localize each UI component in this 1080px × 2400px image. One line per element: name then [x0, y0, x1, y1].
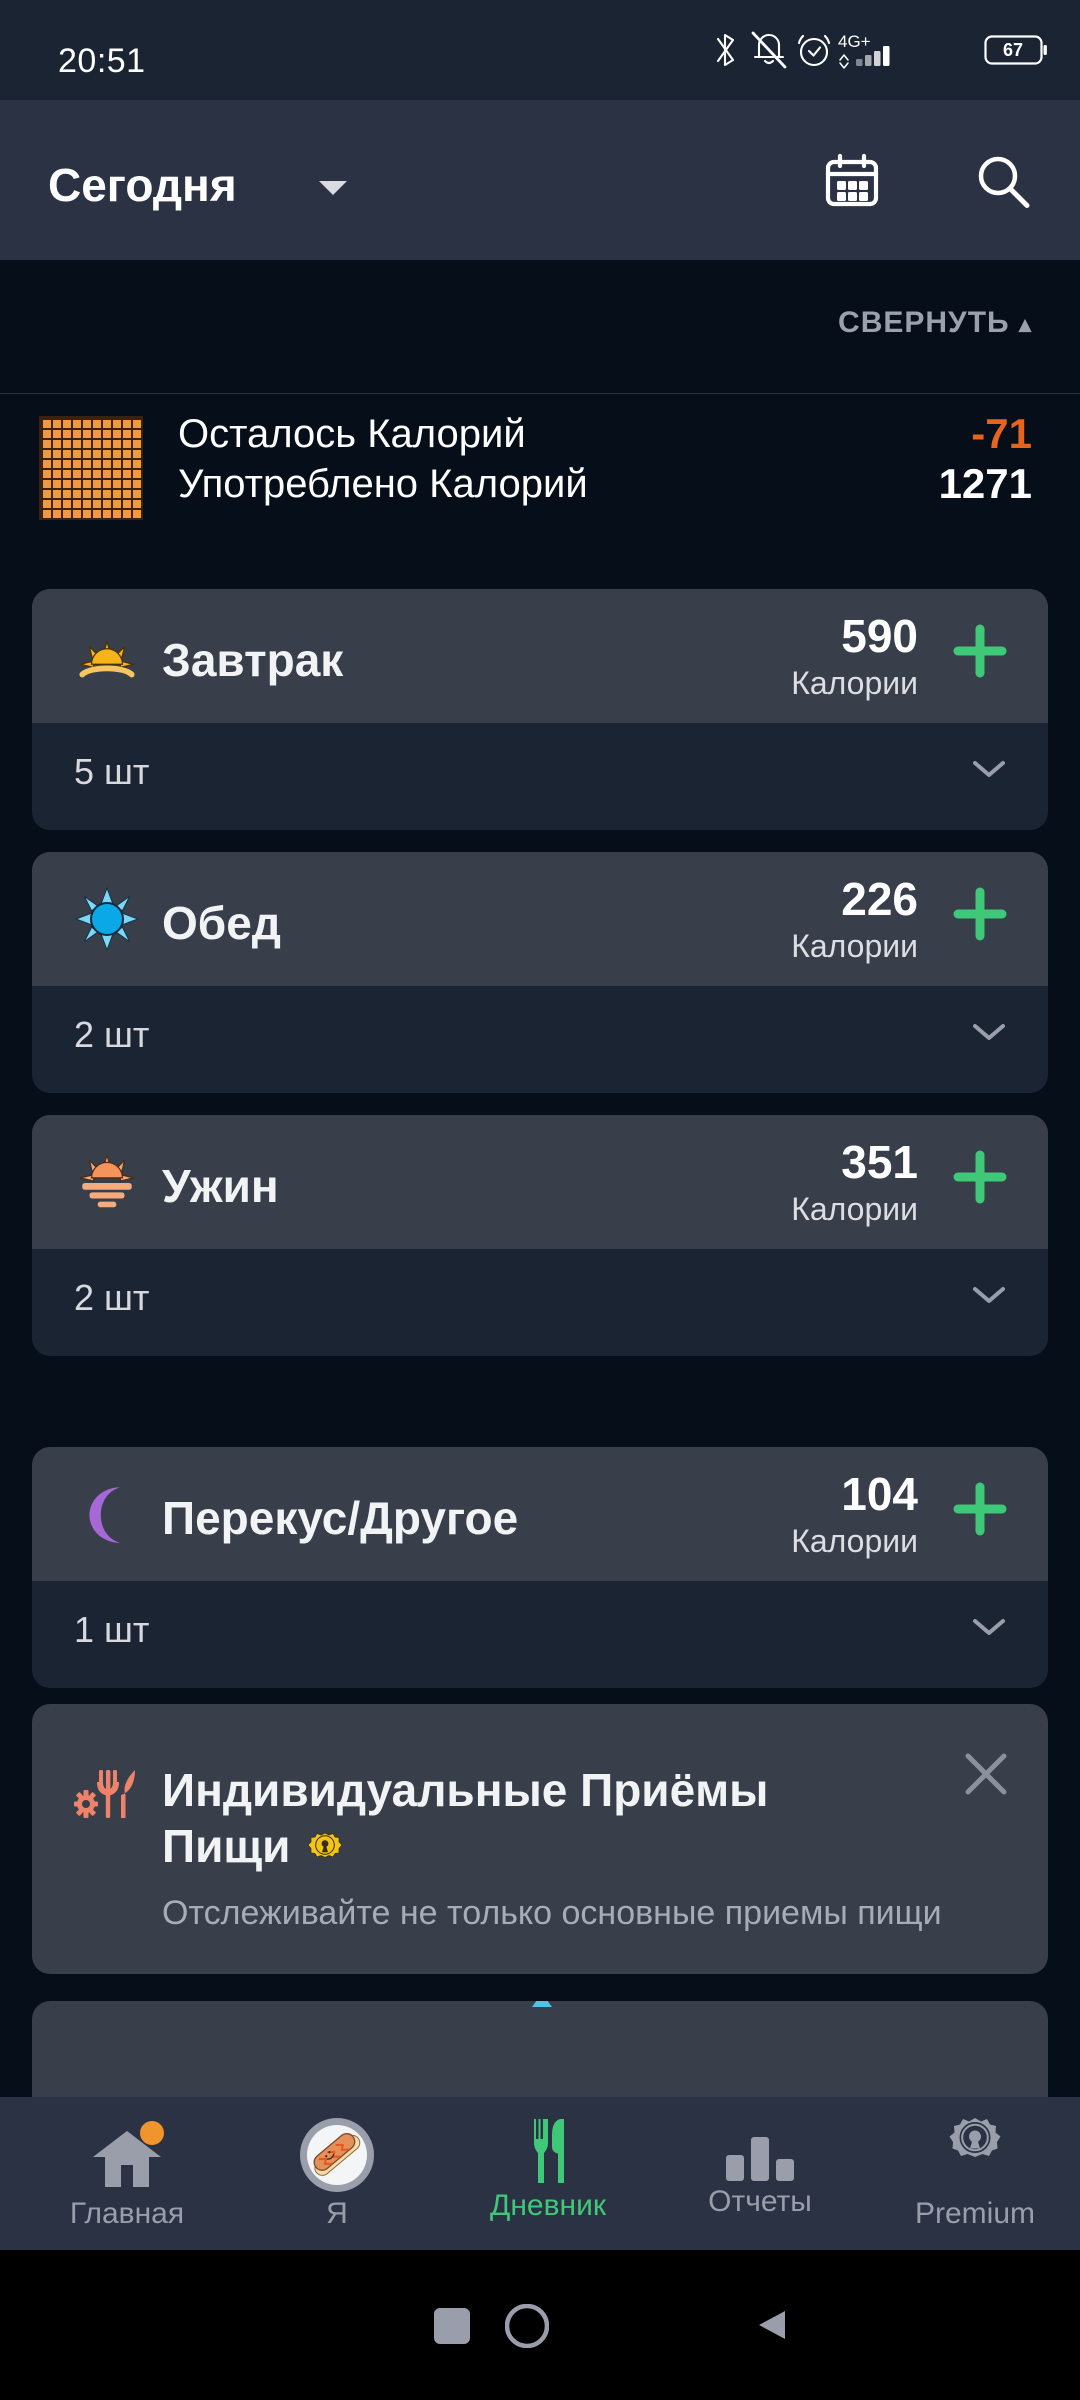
svg-text:4G+: 4G+ — [838, 32, 871, 51]
svg-text:67: 67 — [1003, 40, 1023, 60]
